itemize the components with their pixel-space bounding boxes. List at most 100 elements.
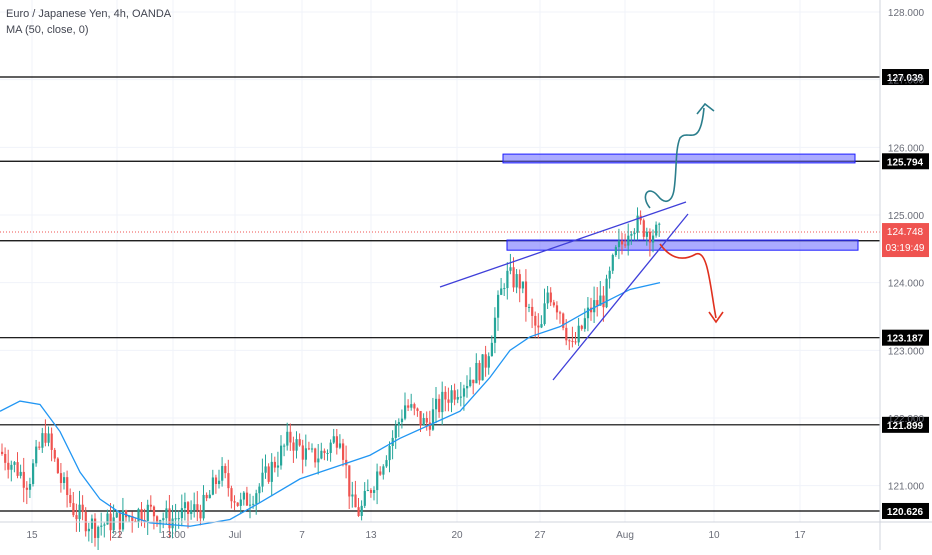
candle-body [211, 477, 214, 495]
candle-body [537, 325, 540, 328]
zones-layer [502, 153, 859, 251]
candle-body [481, 354, 484, 381]
candle-body [354, 494, 357, 508]
candle-body [255, 493, 258, 504]
candle-body [311, 448, 314, 450]
candle-body [118, 512, 121, 530]
candle-body [32, 463, 35, 484]
y-tick-label: 123.000 [888, 346, 925, 357]
candle-body [59, 473, 63, 484]
candle-body [202, 494, 205, 519]
candle-body [469, 379, 472, 386]
x-tick-label: 27 [534, 530, 546, 541]
candle-body [590, 307, 593, 313]
candle-body [180, 508, 183, 519]
candle-body [78, 504, 81, 520]
candle-body [357, 507, 360, 516]
candle-body [106, 513, 109, 525]
candle-body [249, 504, 252, 506]
candle-body [121, 510, 125, 530]
candle-body [38, 446, 41, 448]
candle-body [633, 232, 636, 235]
y-tick-label: 125.000 [888, 211, 925, 222]
candle-body [596, 300, 599, 306]
candle-body [162, 518, 165, 521]
candle-body [134, 520, 137, 522]
candle-body [658, 223, 661, 225]
candle-body [335, 436, 338, 448]
candle-body [332, 436, 335, 443]
candle-body [16, 462, 19, 476]
candle-body [379, 471, 382, 475]
candle-body [168, 508, 171, 529]
candle-body [239, 499, 242, 506]
candle-body [128, 516, 131, 518]
candle-body [171, 518, 174, 529]
candle-body [131, 516, 134, 521]
x-tick-label: 10 [708, 530, 720, 541]
bullish-path-arrow [644, 107, 705, 209]
resistance-zone [502, 153, 856, 164]
x-tick-label: Aug [616, 530, 634, 541]
trendline-upper [439, 201, 687, 288]
candle-body [416, 408, 419, 411]
candle-body [549, 292, 552, 303]
candle-body [382, 466, 385, 475]
candle-body [4, 453, 7, 463]
candle-body [301, 445, 304, 460]
drawings-layer [439, 102, 724, 381]
ma-line [0, 282, 661, 527]
x-tick-label: 13:00 [160, 530, 185, 541]
candle-body [475, 362, 478, 384]
symbol-title[interactable]: Euro / Japanese Yen, 4h, OANDA [6, 8, 172, 20]
candle-body [97, 526, 100, 538]
candle-body [94, 518, 97, 538]
candle-body [518, 274, 521, 289]
candle-body [428, 422, 431, 430]
candle-body [230, 488, 233, 502]
candle-body [580, 325, 583, 329]
candle-body [447, 399, 450, 403]
level-price-tag [882, 153, 929, 170]
candle-body [425, 418, 428, 423]
candle-body [444, 391, 447, 400]
candle-body [44, 433, 47, 443]
candle-body [543, 303, 546, 325]
candle-body [47, 433, 50, 443]
candle-body [66, 477, 69, 496]
candle-body [568, 340, 571, 342]
candle-body [456, 397, 459, 400]
candle-body [329, 442, 332, 453]
candle-body [342, 443, 345, 460]
candle-body [323, 450, 326, 453]
candle-body [348, 465, 351, 497]
candle-body [360, 505, 363, 516]
candle-body [490, 342, 493, 357]
candle-body [593, 300, 596, 313]
x-tick-label: 7 [299, 530, 305, 541]
bearish-arrowhead [708, 311, 724, 324]
x-tick-label: 13 [365, 530, 377, 541]
candle-body [41, 433, 44, 448]
candles-layer [1, 207, 661, 553]
indicator-label[interactable]: MA (50, close, 0) [6, 24, 89, 36]
candle-body [531, 306, 534, 316]
support-zone [506, 239, 859, 251]
candle-body [645, 231, 648, 237]
y-tick-label: 128.000 [888, 8, 925, 19]
candle-body [472, 379, 475, 384]
candle-body [283, 445, 286, 447]
candle-body [208, 494, 211, 499]
candle-body [524, 281, 528, 308]
candle-body [50, 433, 53, 450]
level-price-label: 123.187 [887, 334, 924, 345]
candle-body [552, 302, 555, 306]
candle-body [546, 292, 549, 304]
bearish-path-arrow [659, 243, 717, 319]
candle-body [289, 431, 292, 443]
candle-body [103, 524, 106, 526]
candle-body [137, 509, 140, 522]
candle-body [149, 504, 152, 507]
